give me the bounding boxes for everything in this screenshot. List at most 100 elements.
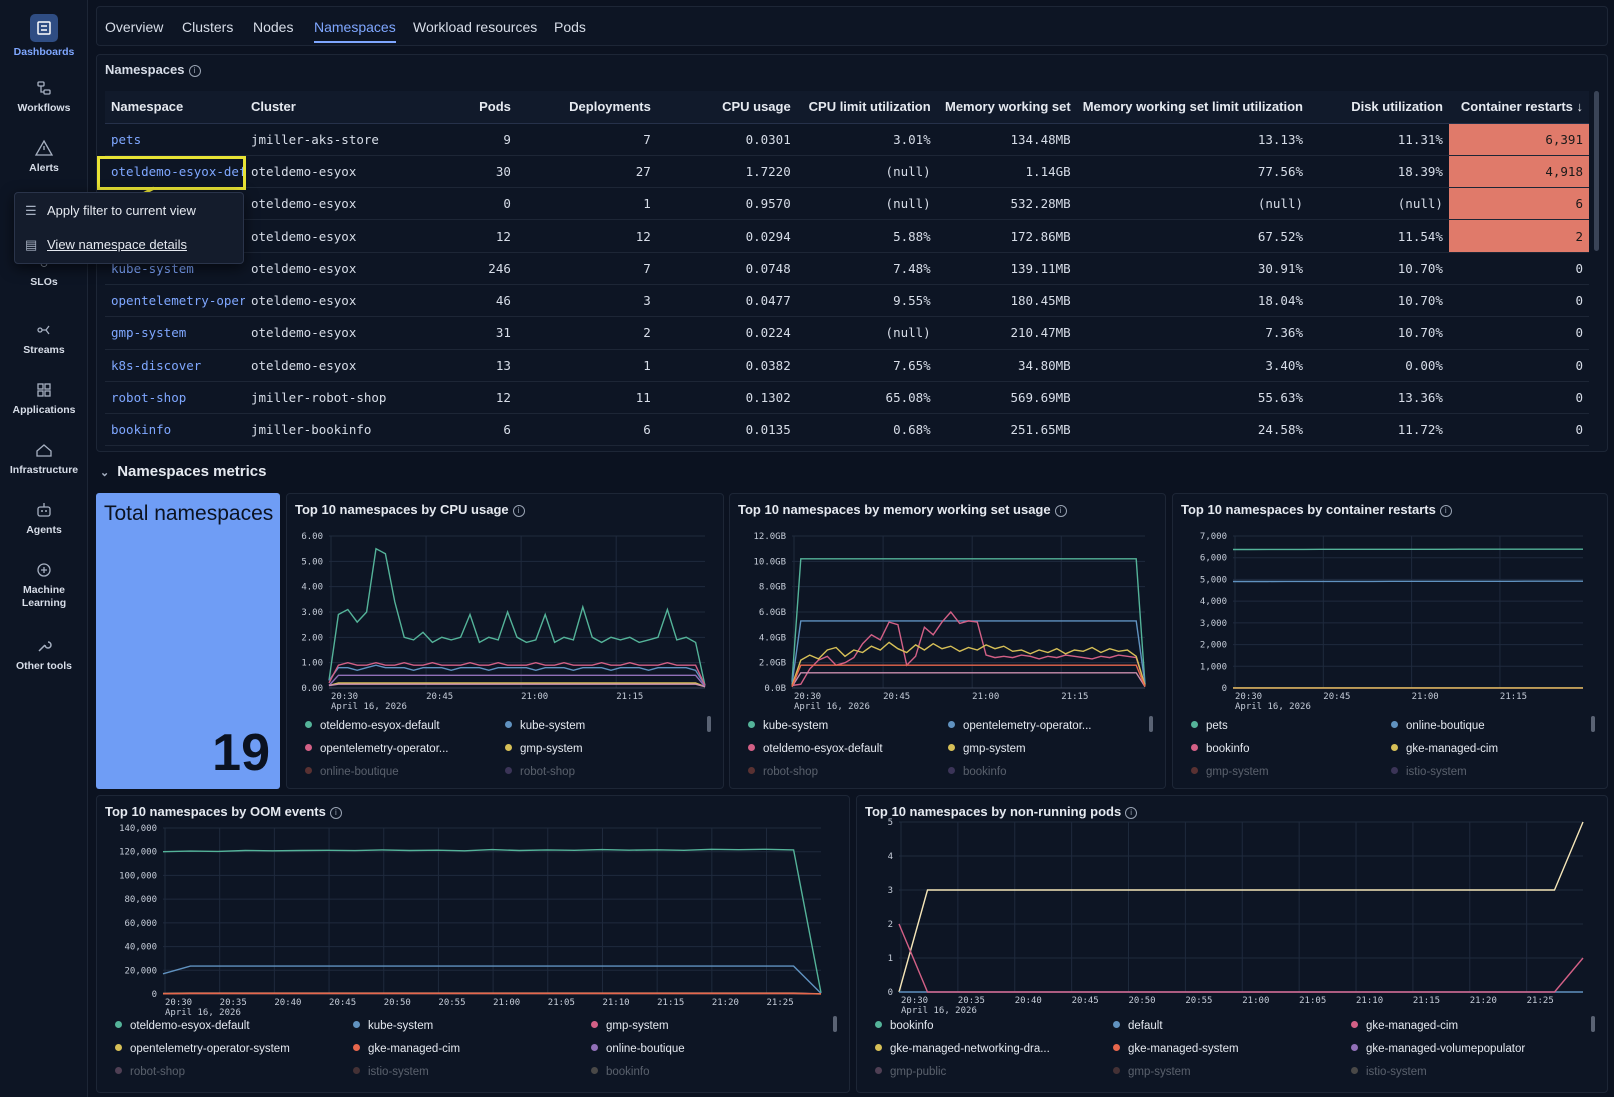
series-line-oteldemo-esyox-default[interactable] [328,547,706,686]
column-header[interactable]: Memory working set [936,91,1077,124]
legend-item[interactable]: robot-shop [748,766,818,778]
legend-item[interactable]: gmp-system [591,1020,669,1032]
legend-item[interactable]: istio-system [1391,766,1467,778]
sidebar-item-machine-learning[interactable]: Machine Learning [0,560,88,610]
legend-item[interactable]: istio-system [1351,1066,1427,1078]
series-line-kube-system[interactable] [791,558,1146,685]
sidebar-item-slos[interactable]: SLOs [0,262,88,288]
legend-item[interactable]: online-boutique [1391,720,1485,732]
series-line-oteldemo-esyox-default[interactable] [162,848,822,993]
series-line-gmp-system[interactable] [791,641,1146,686]
tab-nodes[interactable]: Nodes [253,19,294,35]
series-line-bookinfo[interactable] [791,664,1146,687]
legend-item[interactable]: gke-managed-cim [353,1043,460,1055]
series-line-kube-system[interactable] [162,965,822,994]
legend-item[interactable]: robot-shop [505,766,575,778]
info-icon[interactable]: i [1439,505,1452,517]
legend-item[interactable]: gmp-system [1191,766,1269,778]
sidebar-item-applications[interactable]: Applications [0,380,88,416]
legend-item[interactable]: online-boutique [591,1043,685,1055]
namespace-link[interactable]: robot-shop [105,381,245,415]
legend-scrollbar[interactable] [1591,1016,1595,1032]
legend-scrollbar[interactable] [1149,716,1153,732]
column-header[interactable]: Container restarts ↓ [1448,91,1589,124]
series-line-oteldemo-esyox-default[interactable] [791,610,1146,687]
table-row[interactable]: robot-shop jmiller-robot-shop 12 11 0.1302 65… [105,381,1589,415]
namespace-link[interactable]: oteldemo-esyox-defa [105,155,245,189]
tab-overview[interactable]: Overview [105,19,164,35]
tab-clusters[interactable]: Clusters [182,19,234,35]
legend-item[interactable]: gke-managed-system [1113,1043,1239,1055]
info-icon[interactable]: i [188,65,201,77]
series-line-online-boutique[interactable] [328,674,706,688]
series-line-gke-managed-cim[interactable] [898,923,1584,993]
view-namespace-details-menu-item[interactable]: ▤ View namespace details [25,237,187,253]
legend-scrollbar[interactable] [833,1016,837,1032]
namespace-link[interactable]: gmp-system [105,316,245,350]
legend-item[interactable]: online-boutique [305,766,399,778]
tab-workload-resources[interactable]: Workload resources [413,19,538,35]
legend-item[interactable]: gke-managed-cim [1351,1020,1458,1032]
legend-item[interactable]: kube-system [353,1020,433,1032]
info-icon[interactable]: i [512,505,525,517]
table-row[interactable]: bookinfo jmiller-bookinfo 6 6 0.0135 0.68% 251… [105,413,1589,447]
legend-item[interactable]: gmp-system [948,743,1026,755]
legend-scrollbar[interactable] [707,716,711,732]
sidebar-item-alerts[interactable]: Alerts [0,138,88,174]
legend-item[interactable]: gmp-system [1113,1066,1191,1078]
legend-scrollbar[interactable] [1591,716,1595,732]
series-line-kube-system[interactable] [328,664,706,686]
column-header[interactable]: CPU limit utilization [796,91,937,124]
legend-item[interactable]: bookinfo [948,766,1006,778]
info-icon[interactable]: i [1054,505,1067,517]
column-header[interactable]: Pods [424,91,517,124]
column-header[interactable]: Namespace [105,91,245,124]
legend-item[interactable]: robot-shop [115,1066,185,1078]
namespace-link[interactable]: pets [105,123,245,156]
legend-item[interactable]: gke-managed-networking-dra... [875,1043,1050,1055]
column-header[interactable]: Memory working set limit utilization [1076,91,1309,124]
info-icon[interactable]: i [1125,807,1138,819]
column-header[interactable]: Disk utilization [1309,91,1449,124]
legend-item[interactable]: kube-system [505,720,585,732]
legend-item[interactable]: opentelemetry-operator... [305,743,449,755]
table-row[interactable]: pets jmiller-aks-store 9 7 0.0301 3.01% 134.48… [105,123,1589,156]
table-row[interactable]: oteldemo-esyox 0 1 0.9570 (null) 532.28MB (nul… [105,187,1589,221]
legend-item[interactable]: default [1113,1020,1163,1032]
legend-item[interactable]: bookinfo [591,1066,649,1078]
series-line-robot-shop[interactable] [791,672,1146,688]
legend-item[interactable]: bookinfo [1191,743,1249,755]
table-row[interactable]: k8s-discover oteldemo-esyox 13 1 0.0382 7.65%… [105,349,1589,382]
namespace-link[interactable]: opentelemetry-operat [105,284,245,318]
table-row[interactable]: opentelemetry-operatoteldemo-esyox4630.0… [105,284,1589,318]
table-scrollbar[interactable] [1594,91,1599,251]
column-header[interactable]: Deployments [516,91,657,124]
legend-item[interactable]: istio-system [353,1066,429,1078]
table-row[interactable]: gmp-system oteldemo-esyox 31 2 0.0224 (null) 2… [105,316,1589,350]
table-row[interactable]: oteldemo-esyox-defa oteldemo-esyox 30 27 1.7… [105,155,1589,189]
sidebar-item-dashboards[interactable]: Dashboards [0,14,88,58]
namespace-link[interactable]: bookinfo [105,413,245,447]
series-line-gmp-system[interactable] [328,682,706,688]
legend-item[interactable]: opentelemetry-operator-system [115,1043,290,1055]
sidebar-item-other-tools[interactable]: Other tools [0,636,88,672]
legend-item[interactable]: oteldemo-esyox-default [748,743,883,755]
tab-pods[interactable]: Pods [554,19,586,35]
tab-namespaces[interactable]: Namespaces [314,19,396,43]
sidebar-item-infrastructure[interactable]: Infrastructure [0,440,88,476]
metrics-section-toggle[interactable]: ⌄ Namespaces metrics [100,463,266,480]
series-line-opentelemetry-operator-[interactable] [791,620,1146,685]
legend-item[interactable]: pets [1191,720,1228,732]
series-line-robot-shop[interactable] [328,683,706,688]
legend-item[interactable]: gmp-public [875,1066,946,1078]
sidebar-item-agents[interactable]: Agents [0,500,88,536]
series-line-opentelemetry-operator-[interactable] [328,661,706,686]
legend-item[interactable]: gke-managed-cim [1391,743,1498,755]
column-header[interactable]: Cluster [245,91,425,124]
column-header[interactable]: CPU usage [656,91,797,124]
table-row[interactable]: kube-system oteldemo-esyox 246 7 0.0748 7.48%… [105,252,1589,285]
info-icon[interactable]: i [329,807,342,819]
apply-filter-menu-item[interactable]: ☰ Apply filter to current view [25,203,196,219]
legend-item[interactable]: oteldemo-esyox-default [305,720,440,732]
sidebar-item-workflows[interactable]: Workflows [0,78,88,114]
